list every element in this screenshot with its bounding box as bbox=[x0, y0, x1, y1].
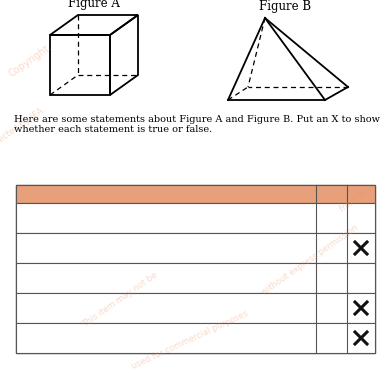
Text: without express permission: without express permission bbox=[260, 223, 360, 297]
Text: A and B both have a square face.: A and B both have a square face. bbox=[22, 213, 185, 222]
Bar bbox=[16, 293, 375, 323]
Text: X: X bbox=[327, 272, 336, 285]
Bar bbox=[16, 323, 375, 353]
Bar bbox=[16, 233, 375, 263]
Text: Figure A: Figure A bbox=[68, 0, 120, 10]
Text: Figure B: Figure B bbox=[259, 0, 311, 13]
Text: X: X bbox=[327, 211, 336, 225]
Text: Statement: Statement bbox=[138, 189, 195, 198]
Text: All the angles in A are right angles.: All the angles in A are right angles. bbox=[22, 273, 197, 282]
Bar bbox=[16, 263, 375, 293]
Text: True: True bbox=[319, 189, 344, 198]
Text: protected by IEA.: protected by IEA. bbox=[0, 105, 47, 154]
Bar bbox=[16, 185, 375, 353]
Text: Here are some statements about Figure A and Figure B. Put an X to show
whether e: Here are some statements about Figure A … bbox=[14, 115, 380, 134]
Bar bbox=[16, 185, 375, 203]
Text: B has more edges than A.: B has more edges than A. bbox=[22, 303, 149, 312]
Text: Copyright.: Copyright. bbox=[7, 41, 54, 79]
Text: from IEA: from IEA bbox=[338, 186, 372, 214]
Bar bbox=[16, 203, 375, 233]
Text: False: False bbox=[347, 189, 375, 198]
Text: used for commercial purposes: used for commercial purposes bbox=[130, 309, 250, 371]
Text: A and B both have the same number of faces.: A and B both have the same number of fac… bbox=[22, 243, 247, 252]
Text: Some of the edges in B are curved.: Some of the edges in B are curved. bbox=[22, 333, 196, 342]
Text: This item may not be: This item may not be bbox=[81, 271, 159, 329]
